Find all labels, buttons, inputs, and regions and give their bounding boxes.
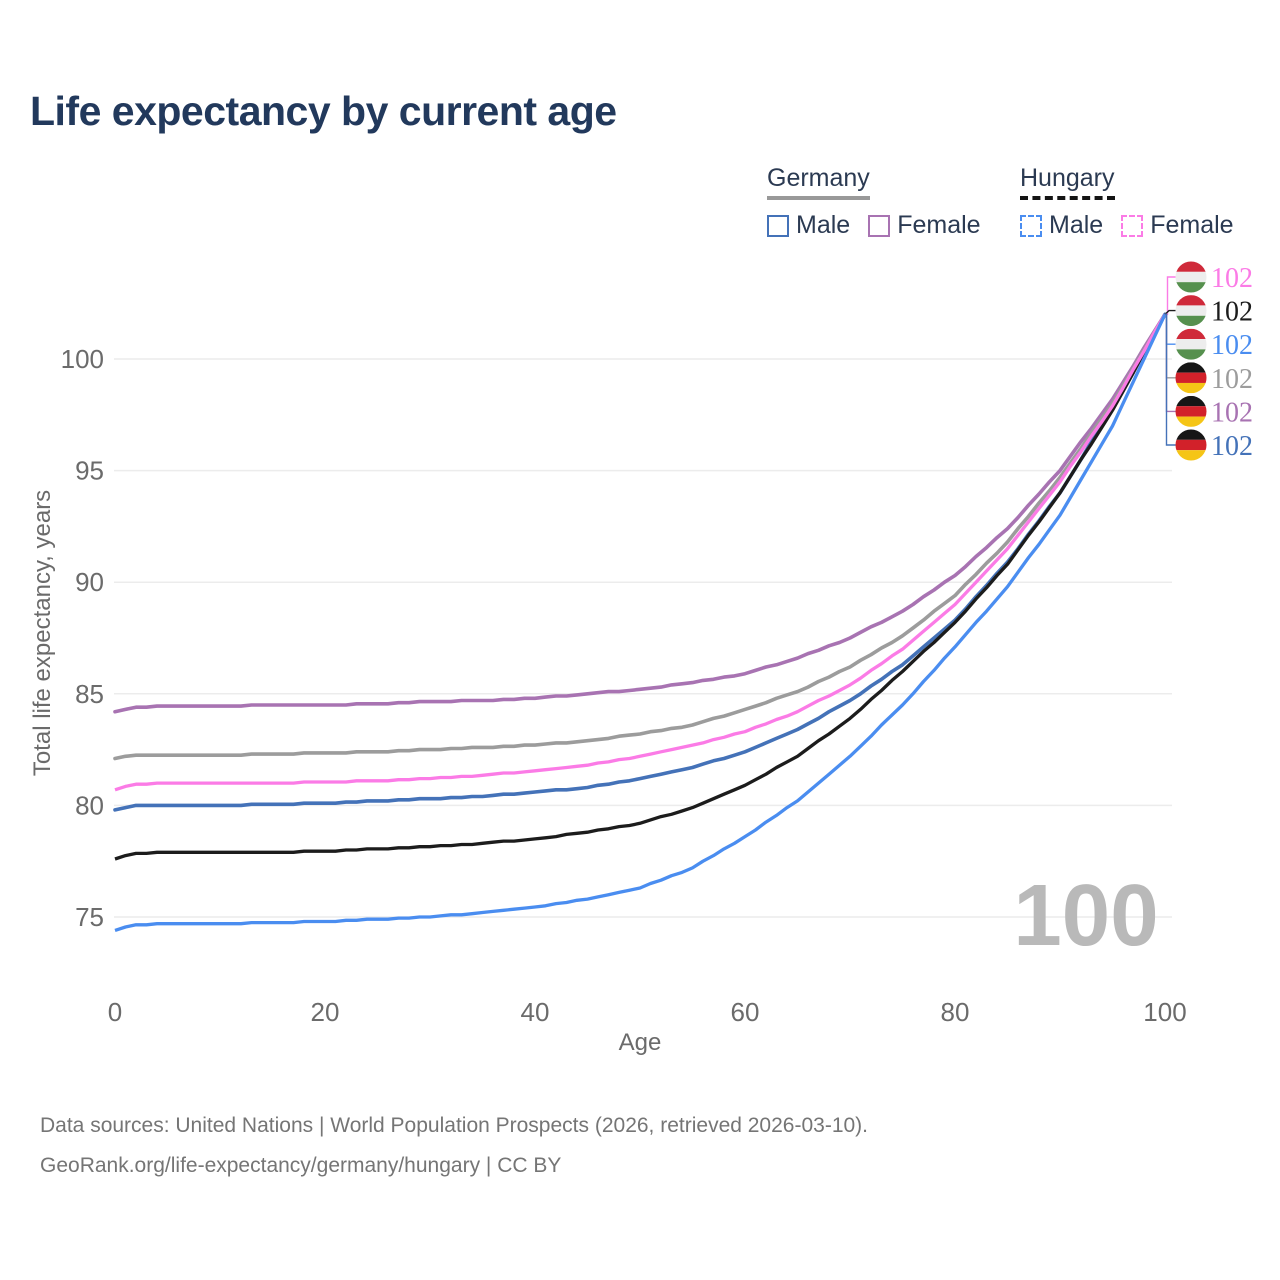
legend-label: Male	[1049, 211, 1104, 239]
x-tick-label-60: 60	[731, 997, 760, 1027]
flag-icon-hu	[1175, 328, 1207, 360]
leader-line-de-male	[1165, 313, 1176, 446]
series-line-hu-total	[114, 313, 1167, 861]
page-title: Life expectancy by current age	[30, 88, 617, 134]
end-value-label-de-total: 102	[1211, 364, 1253, 395]
legend-country-germany[interactable]: Germany	[767, 164, 870, 200]
legend-label: Female	[1150, 211, 1234, 239]
leader-line-hu-female	[1165, 276, 1176, 316]
footer-data-sources: Data sources: United Nations | World Pop…	[40, 1114, 869, 1137]
y-tick-label-80: 80	[75, 790, 104, 820]
legend-group-germany: Germany Male Female	[767, 164, 981, 240]
legend-item-germany-female[interactable]: Female	[868, 211, 981, 240]
hungary-male-checkbox[interactable]	[1020, 214, 1042, 237]
y-tick-label-85: 85	[75, 679, 104, 709]
series-line-hu-female	[114, 313, 1167, 792]
flag-icon-de	[1175, 362, 1207, 394]
flag-icon-de	[1175, 395, 1207, 427]
end-value-label-de-female: 102	[1211, 397, 1253, 428]
flag-icon-de	[1175, 429, 1207, 461]
footer-url: GeoRank.org/life-expectancy/germany/hung…	[40, 1154, 562, 1177]
legend-label: Female	[897, 211, 981, 239]
flag-icon-hu	[1175, 261, 1207, 293]
hungary-female-checkbox[interactable]	[1121, 214, 1144, 237]
end-value-label-hu-male: 102	[1211, 330, 1253, 361]
x-tick-label-20: 20	[311, 997, 340, 1027]
footer-attribution: Data sources: United Nations | World Pop…	[40, 1106, 868, 1186]
series-line-hu-male	[114, 313, 1167, 932]
y-tick-label-95: 95	[75, 456, 104, 486]
x-axis-title: Age	[619, 1029, 662, 1056]
leader-line-hu-total	[1164, 309, 1176, 315]
age-watermark: 100	[1013, 867, 1158, 964]
end-value-label-hu-female: 102	[1211, 263, 1253, 294]
end-value-label-hu-total: 102	[1211, 297, 1253, 328]
y-axis-title: Total life expectancy, years	[29, 490, 56, 776]
x-tick-label-0: 0	[108, 997, 122, 1027]
legend-group-hungary: Hungary Male Female	[1020, 164, 1234, 240]
y-tick-label-100: 100	[61, 344, 104, 374]
legend-country-hungary[interactable]: Hungary	[1020, 164, 1115, 200]
legend-item-hungary-female[interactable]: Female	[1121, 211, 1234, 240]
legend-item-germany-male[interactable]: Male	[767, 211, 850, 240]
y-tick-label-75: 75	[75, 902, 104, 932]
series-line-de-female	[113, 312, 1167, 714]
germany-male-checkbox[interactable]	[767, 214, 789, 237]
x-tick-label-100: 100	[1143, 997, 1186, 1027]
x-tick-label-80: 80	[941, 997, 970, 1027]
legend-item-hungary-male[interactable]: Male	[1020, 211, 1103, 240]
legend-label: Male	[796, 211, 851, 239]
series-line-de-total	[113, 312, 1167, 761]
y-tick-label-90: 90	[75, 567, 104, 597]
end-value-label-de-male: 102	[1211, 431, 1253, 462]
germany-female-checkbox[interactable]	[868, 214, 891, 237]
x-tick-label-40: 40	[521, 997, 550, 1027]
flag-icon-hu	[1175, 295, 1207, 327]
